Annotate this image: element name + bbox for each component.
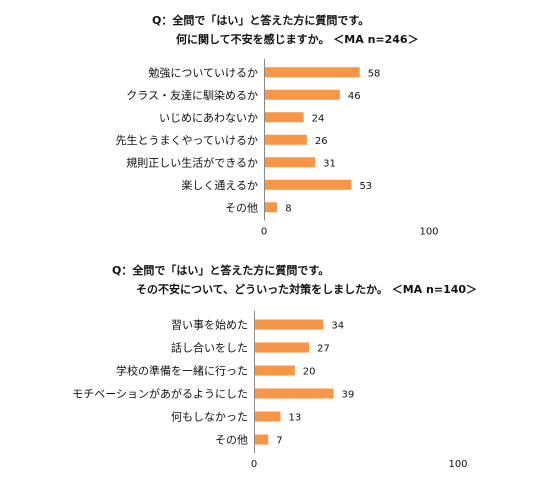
- x-tick-label: 0: [261, 227, 267, 238]
- chart-plot-countermeasures: 習い事を始めた 34 話し合いをした 27 学校の準備を一緒に行った 20 モチベーションが…: [72, 311, 468, 470]
- bar: [254, 434, 269, 445]
- data-label: 24: [312, 113, 325, 124]
- chart-title-line-1: Q：全問で「はい」と答えた方に質問です。: [112, 264, 330, 277]
- category-label: 勉強についていけるか: [148, 65, 258, 79]
- category-label: モチベーションがあがるようにした: [72, 387, 248, 401]
- data-label: 20: [303, 367, 316, 378]
- bar: [254, 388, 334, 399]
- data-label: 39: [342, 390, 355, 401]
- data-label: 27: [317, 344, 330, 355]
- chart-plot-anxiety: 勉強についていけるか 58 クラス・友達に馴染めるか 46 いじめにあわないか 24 先生と…: [116, 59, 439, 238]
- category-label: クラス・友達に馴染めるか: [126, 88, 258, 102]
- category-label: その他: [215, 434, 248, 447]
- x-tick-label: 100: [448, 459, 467, 470]
- chart-anxiety: Q：全問で「はい」と答えた方に質問です。 何に関して不安を感じますか。 ＜MA …: [0, 0, 550, 245]
- bar: [254, 365, 295, 376]
- bar: [264, 112, 304, 123]
- chart-countermeasures: Q：全問で「はい」と答えた方に質問です。 その不安について、どういった対策をしま…: [0, 245, 550, 493]
- data-label: 7: [276, 436, 282, 447]
- category-label: 習い事を始めた: [171, 318, 248, 332]
- category-label: その他: [225, 201, 258, 214]
- category-label: 楽しく通えるか: [181, 179, 258, 192]
- category-label: 話し合いをした: [171, 341, 248, 355]
- data-label: 58: [368, 68, 381, 79]
- x-tick-label: 0: [251, 459, 257, 470]
- data-label: 46: [348, 91, 361, 102]
- bar: [264, 179, 352, 190]
- category-label: 先生とうまくやっていけるか: [116, 133, 258, 147]
- bar: [264, 202, 278, 213]
- category-label: 何もしなかった: [171, 411, 248, 424]
- data-label: 8: [285, 203, 291, 214]
- category-label: 学校の準備を一緒に行った: [116, 364, 248, 378]
- data-label: 34: [331, 321, 344, 332]
- chart-title-line-2: その不安について、どういった対策をしましたか。 ＜MA n=140＞: [136, 283, 478, 296]
- bar: [264, 157, 316, 168]
- category-label: 規則正しい生活ができるか: [126, 155, 258, 169]
- data-label: 53: [359, 181, 372, 192]
- bar: [264, 67, 360, 78]
- bar: [264, 89, 340, 100]
- bar: [264, 134, 307, 145]
- data-label: 26: [315, 136, 328, 147]
- bar: [254, 411, 281, 422]
- chart-title-line-2: 何に関して不安を感じますか。 ＜MA n=246＞: [176, 33, 419, 46]
- category-label: いじめにあわないか: [159, 111, 258, 124]
- chart-title-line-1: Q：全問で「はい」と答えた方に質問です。: [152, 14, 370, 27]
- data-label: 13: [289, 413, 302, 424]
- bar: [254, 319, 324, 330]
- data-label: 31: [323, 158, 336, 169]
- x-tick-label: 100: [419, 227, 438, 238]
- bar: [254, 342, 310, 353]
